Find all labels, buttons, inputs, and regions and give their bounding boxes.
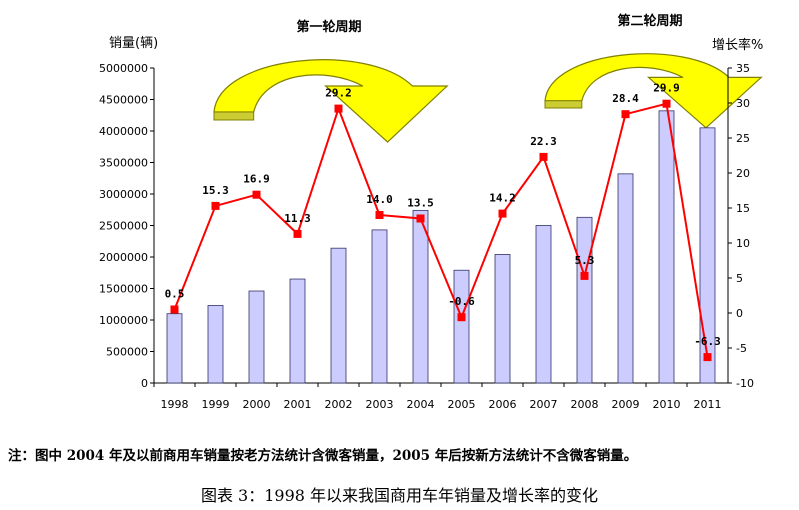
x-tick-label: 2003 bbox=[366, 398, 394, 411]
bar-2007 bbox=[535, 225, 552, 384]
cycle-arrow-base bbox=[213, 111, 255, 121]
growth-point-1998 bbox=[170, 305, 179, 314]
y-tick-label: 4000000 bbox=[99, 125, 148, 138]
growth-point-2010 bbox=[662, 99, 671, 108]
cycle-label-first: 第一轮周期 bbox=[296, 19, 361, 35]
x-tick-label: 2011 bbox=[694, 398, 722, 411]
x-tick-label: 2006 bbox=[489, 398, 517, 411]
cycle-arrow-shape bbox=[544, 53, 763, 129]
cycle-arrow-base bbox=[544, 100, 583, 109]
y-tick-label: 1500000 bbox=[99, 283, 148, 296]
y2-tick-label: 15 bbox=[736, 202, 750, 215]
bar-1998 bbox=[166, 313, 183, 384]
x-tick-label: 2010 bbox=[653, 398, 681, 411]
growth-point-1999 bbox=[211, 201, 220, 210]
growth-point-2008 bbox=[580, 271, 589, 280]
bar-2009 bbox=[617, 173, 634, 384]
cycle-arrow-first bbox=[213, 59, 449, 143]
y2-tick-label: 20 bbox=[736, 167, 750, 180]
y-axis-title: 销量(辆) bbox=[109, 36, 158, 51]
bar-2000 bbox=[248, 290, 265, 384]
y-tick-label: 5000000 bbox=[99, 62, 148, 75]
growth-data-label: 15.3 bbox=[202, 184, 229, 197]
y2-tick-label: 0 bbox=[736, 307, 743, 320]
cycle-arrow-second bbox=[544, 53, 763, 129]
growth-line bbox=[173, 102, 709, 358]
x-tick-label: 2009 bbox=[612, 398, 640, 411]
x-tick-label: 2001 bbox=[284, 398, 312, 411]
growth-data-label: 14.2 bbox=[489, 192, 516, 205]
growth-data-label: -0.6 bbox=[448, 295, 475, 308]
y2-tick-label: 30 bbox=[736, 97, 750, 110]
growth-point-2003 bbox=[375, 211, 384, 219]
growth-point-2011 bbox=[703, 353, 712, 362]
growth-data-label: 0.5 bbox=[165, 288, 185, 301]
cycle-arrow-shape bbox=[213, 59, 449, 143]
growth-point-2004 bbox=[416, 214, 425, 223]
growth-data-label: 14.0 bbox=[366, 193, 393, 206]
x-tick-label: 2004 bbox=[407, 398, 435, 411]
cycle-arrows bbox=[213, 53, 763, 143]
bar-2006 bbox=[494, 254, 511, 384]
y2-tick-label: 25 bbox=[736, 132, 750, 145]
y2-tick-label: 35 bbox=[736, 62, 750, 75]
y2-tick-label: -10 bbox=[736, 377, 754, 390]
growth-data-label: 16.9 bbox=[243, 173, 270, 186]
bar-2008 bbox=[576, 216, 593, 384]
growth-data-label: 29.2 bbox=[325, 87, 352, 100]
growth-point-2009 bbox=[621, 110, 630, 119]
x-tick-label: 2002 bbox=[325, 398, 353, 411]
growth-point-2001 bbox=[293, 229, 302, 238]
growth-point-2005 bbox=[457, 313, 466, 322]
y-tick-label: 4500000 bbox=[99, 94, 148, 107]
y2-axis-title: 增长率% bbox=[712, 37, 763, 53]
y-tick-label: 3000000 bbox=[99, 188, 148, 201]
x-tick-label: 1998 bbox=[161, 398, 189, 411]
bar-2004 bbox=[412, 209, 429, 384]
y-tick-label: 500000 bbox=[106, 346, 148, 359]
chart: 5000000450000040000003500000300000025000… bbox=[99, 13, 763, 411]
y-tick-label: 2000000 bbox=[99, 251, 148, 264]
bar-2001 bbox=[289, 278, 306, 384]
growth-point-2002 bbox=[334, 104, 343, 113]
bar-2010 bbox=[658, 110, 675, 384]
x-tick-label: 2000 bbox=[243, 398, 271, 411]
growth-data-label: -6.3 bbox=[694, 335, 721, 348]
y2-tick-label: -5 bbox=[736, 342, 747, 355]
growth-data-label: 5.3 bbox=[575, 254, 595, 267]
bar-2002 bbox=[330, 247, 347, 384]
growth-data-label: 22.3 bbox=[530, 135, 557, 148]
x-tick-label: 2005 bbox=[448, 398, 476, 411]
line-series bbox=[170, 99, 712, 362]
bar-2011 bbox=[699, 127, 716, 384]
growth-point-2007 bbox=[539, 152, 548, 161]
growth-data-label: 29.9 bbox=[653, 82, 680, 95]
growth-data-label: 28.4 bbox=[612, 92, 639, 105]
bar-1999 bbox=[207, 305, 224, 384]
y2-tick-label: 10 bbox=[736, 237, 750, 250]
cycle-label-second: 第二轮周期 bbox=[617, 13, 682, 29]
axes: 5000000450000040000003500000300000025000… bbox=[99, 62, 754, 411]
y-tick-label: 3500000 bbox=[99, 157, 148, 170]
growth-data-label: 13.5 bbox=[407, 197, 434, 210]
y2-tick-label: 5 bbox=[736, 272, 743, 285]
y-tick-label: 2500000 bbox=[99, 220, 148, 233]
chart-caption: 图表 3：1998 年以来我国商用车年销量及增长率的变化 bbox=[200, 486, 599, 505]
chart-note: 注：图中 2004 年及以前商用车销量按老方法统计含微客销量，2005 年后按新… bbox=[8, 448, 638, 464]
chart-labels: 0.5 15.3 16.9 11.3 29.2 14.0 13.5 -0.6 14.2 22.3 5… bbox=[109, 13, 763, 348]
growth-data-label: 11.3 bbox=[284, 212, 311, 225]
y-tick-label: 0 bbox=[141, 377, 148, 390]
growth-point-2000 bbox=[252, 190, 261, 199]
x-tick-label: 2007 bbox=[530, 398, 558, 411]
growth-point-2006 bbox=[498, 209, 507, 218]
x-tick-label: 2008 bbox=[571, 398, 599, 411]
bar-2003 bbox=[371, 229, 388, 384]
bar-series bbox=[166, 110, 716, 384]
x-tick-label: 1999 bbox=[202, 398, 230, 411]
bar-2005 bbox=[453, 269, 470, 384]
y-tick-label: 1000000 bbox=[99, 314, 148, 327]
